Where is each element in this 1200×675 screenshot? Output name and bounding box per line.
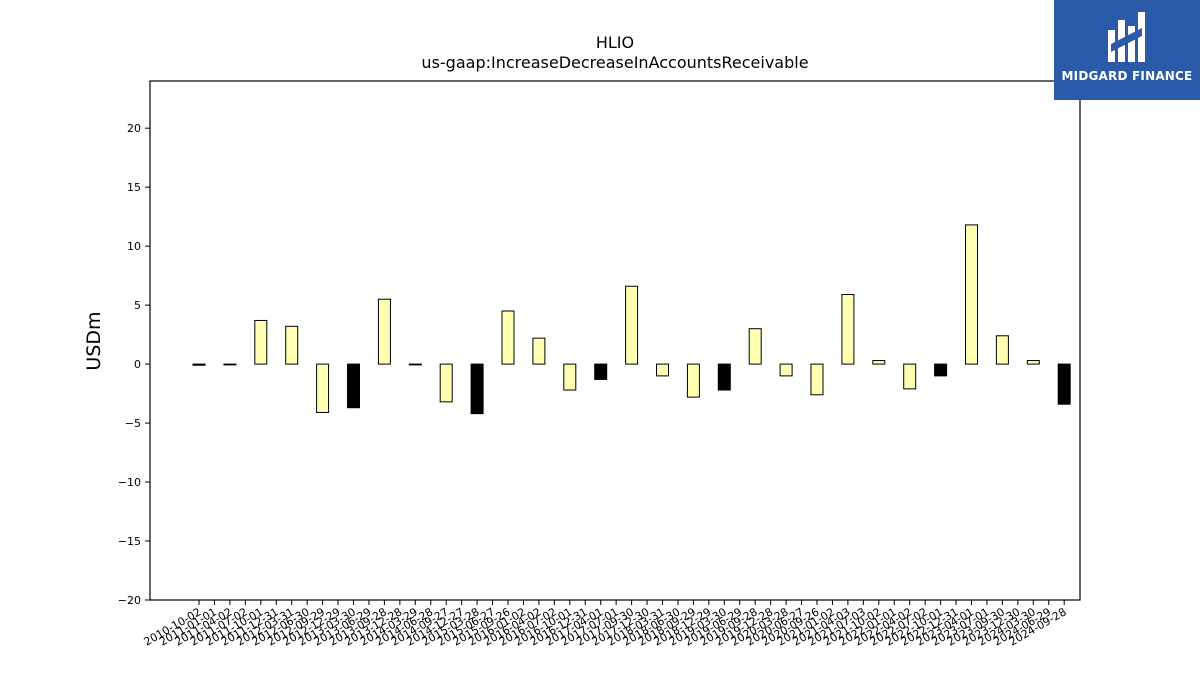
y-tick-label: 10 xyxy=(127,240,141,253)
bar xyxy=(934,363,948,377)
bar xyxy=(625,285,639,365)
bar xyxy=(748,328,762,365)
bar xyxy=(408,363,422,366)
midgard-finance-logo: MIDGARD FINANCE xyxy=(1054,0,1200,100)
y-tick-label: −10 xyxy=(118,476,141,489)
bar xyxy=(1182,364,1194,419)
bar xyxy=(594,363,608,380)
y-tick-label: 15 xyxy=(127,181,141,194)
y-axis-label: USDm xyxy=(83,311,105,370)
bar xyxy=(470,363,484,415)
logo-mark-icon xyxy=(1108,12,1145,62)
bar xyxy=(439,363,453,403)
bar xyxy=(903,363,917,390)
bar xyxy=(285,325,299,365)
bar xyxy=(1151,364,1163,401)
bar xyxy=(1057,363,1071,405)
bar xyxy=(872,360,886,365)
bar xyxy=(810,363,824,396)
bar xyxy=(779,363,793,377)
bar xyxy=(1089,250,1101,364)
bar xyxy=(563,363,577,391)
bar xyxy=(686,363,700,398)
bar xyxy=(223,363,237,366)
chart-title: HLIO xyxy=(596,33,634,52)
logo-text: MIDGARD FINANCE xyxy=(1061,69,1193,83)
bar xyxy=(965,224,978,365)
bar xyxy=(995,335,1009,365)
plot-area: −20−15−10−5051015202010-10-022011-01-012… xyxy=(118,80,1194,649)
plot-frame xyxy=(149,80,1081,601)
bar xyxy=(1120,317,1132,364)
bar xyxy=(656,363,669,377)
y-tick-label: 5 xyxy=(134,299,141,312)
bar xyxy=(532,337,546,365)
bar xyxy=(717,363,731,391)
bar xyxy=(347,363,360,409)
y-tick-label: −20 xyxy=(118,594,141,607)
y-tick-label: −15 xyxy=(118,535,141,548)
y-tick-label: 0 xyxy=(134,358,141,371)
bar xyxy=(841,293,855,365)
y-tick-label: −5 xyxy=(125,417,141,430)
y-tick-label: 20 xyxy=(127,122,141,135)
bar xyxy=(501,310,515,365)
bar xyxy=(254,319,268,365)
chart-subtitle: us-gaap:IncreaseDecreaseInAccountsReceiv… xyxy=(421,53,808,72)
bar xyxy=(377,298,391,365)
bar xyxy=(192,363,206,366)
bar xyxy=(316,363,330,413)
bar xyxy=(1026,360,1040,365)
